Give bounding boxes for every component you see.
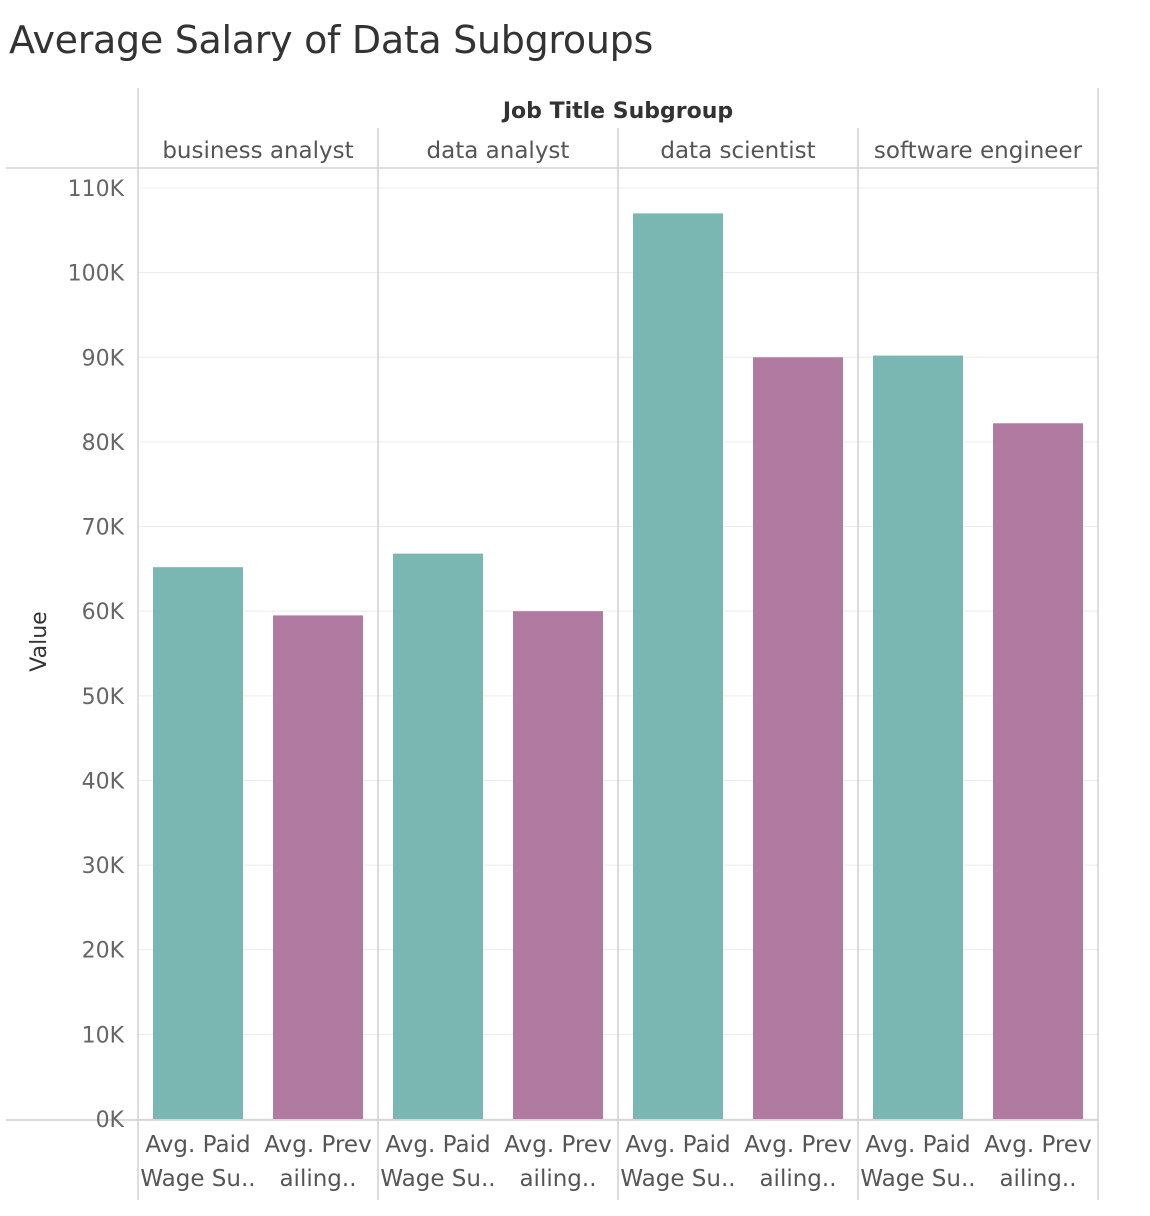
y-tick-label: 30K (82, 854, 125, 879)
measure-label: Avg. Prev (264, 1132, 371, 1158)
y-tick-label: 0K (96, 1108, 125, 1133)
y-tick-label: 110K (68, 177, 125, 202)
measure-label: Wage Su.. (620, 1166, 735, 1192)
y-tick-label: 100K (68, 262, 125, 287)
measure-label: Avg. Prev (744, 1132, 851, 1158)
y-tick-label: 20K (82, 939, 125, 964)
measure-label: ailing.. (519, 1166, 596, 1192)
bar (153, 567, 243, 1119)
measure-label: ailing.. (279, 1166, 356, 1192)
category-label: data analyst (427, 138, 570, 164)
measure-label: Avg. Paid (625, 1132, 730, 1158)
bar (993, 423, 1083, 1120)
column-header-title: Job Title Subgroup (501, 99, 733, 124)
category-label: data scientist (660, 138, 815, 164)
bar (753, 357, 843, 1120)
y-tick-label: 50K (82, 685, 125, 710)
measure-label: Avg. Paid (865, 1132, 970, 1158)
y-tick-label: 80K (82, 431, 125, 456)
bar (873, 355, 963, 1120)
y-tick-label: 90K (82, 346, 125, 371)
y-tick-label: 60K (82, 600, 125, 625)
chart-title: Average Salary of Data Subgroups (9, 18, 653, 62)
bar (633, 213, 723, 1119)
bar (513, 611, 603, 1119)
category-label: business analyst (162, 138, 353, 164)
y-axis-label: Value (27, 611, 52, 671)
bar (273, 615, 363, 1119)
category-label: software engineer (874, 138, 1083, 164)
measure-label: Avg. Paid (145, 1132, 250, 1158)
measure-label: ailing.. (999, 1166, 1076, 1192)
measure-label: Avg. Prev (984, 1132, 1091, 1158)
measure-label: Avg. Prev (504, 1132, 611, 1158)
measure-label: Avg. Paid (385, 1132, 490, 1158)
measure-label: Wage Su.. (860, 1166, 975, 1192)
measure-label: Wage Su.. (380, 1166, 495, 1192)
measure-label: ailing.. (759, 1166, 836, 1192)
measure-label: Wage Su.. (140, 1166, 255, 1192)
y-tick-label: 10K (82, 1023, 125, 1048)
y-tick-label: 40K (82, 769, 125, 794)
y-tick-label: 70K (82, 516, 125, 541)
bar (393, 553, 483, 1119)
